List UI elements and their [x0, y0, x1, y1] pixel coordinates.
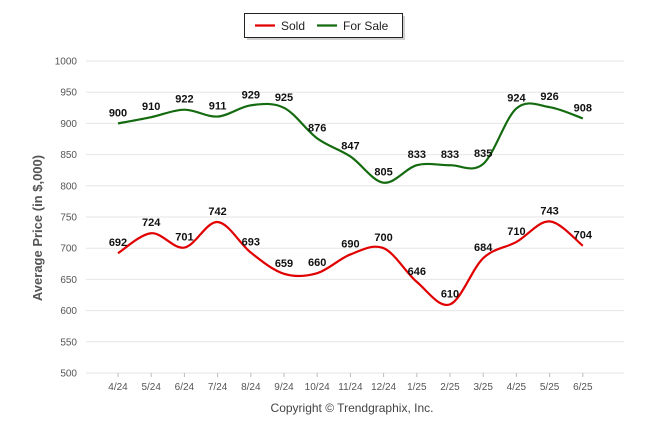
data-label-sold: 690 — [341, 238, 359, 250]
data-label-for-sale: 847 — [341, 140, 359, 152]
x-tick-label: 4/25 — [507, 382, 527, 393]
data-label-for-sale: 805 — [374, 167, 392, 179]
x-tick-label: 10/24 — [305, 382, 330, 393]
x-tick-label: 3/25 — [473, 382, 493, 393]
data-label-sold: 700 — [374, 232, 392, 244]
legend-label-for-sale: For Sale — [343, 19, 389, 33]
data-label-for-sale: 910 — [142, 101, 160, 113]
data-label-sold: 742 — [208, 206, 226, 218]
legend-label-sold: Sold — [281, 19, 305, 33]
data-label-sold: 704 — [574, 230, 593, 242]
copyright-footer: Copyright © Trendgraphix, Inc. — [271, 401, 434, 415]
data-label-for-sale: 833 — [441, 149, 459, 161]
data-label-sold: 693 — [242, 237, 260, 249]
x-tick-label: 9/24 — [274, 382, 294, 393]
series-line-sold — [117, 220, 584, 307]
x-tick-label: 11/24 — [338, 382, 363, 393]
data-label-sold: 724 — [142, 217, 161, 229]
data-label-sold: 660 — [308, 257, 326, 269]
data-label-sold: 610 — [441, 288, 459, 300]
data-label-for-sale: 926 — [540, 91, 558, 103]
data-label-sold: 701 — [175, 232, 193, 244]
data-label-for-sale: 922 — [175, 94, 193, 106]
y-tick-label: 1000 — [55, 57, 78, 68]
legend: Sold For Sale — [244, 13, 405, 40]
data-labels: 692 724 701 742 693 659 660 690 700 646 610 684 710 7… — [109, 89, 593, 300]
x-tick-label: 12/24 — [371, 382, 396, 393]
data-label-for-sale: 924 — [507, 92, 526, 104]
x-tick-label: 5/25 — [540, 382, 560, 393]
data-label-for-sale: 900 — [109, 107, 127, 119]
y-tick-label: 500 — [60, 369, 77, 380]
data-label-for-sale: 833 — [408, 149, 426, 161]
x-tick-label: 1/25 — [407, 382, 427, 393]
y-tick-label: 950 — [60, 88, 77, 99]
x-tick-label: 5/24 — [141, 382, 161, 393]
y-tick-label: 750 — [60, 213, 77, 224]
y-axis-title: Average Price (in $,000) — [30, 155, 45, 301]
data-label-for-sale: 876 — [308, 122, 326, 134]
data-label-sold: 692 — [109, 237, 127, 249]
data-label-for-sale: 835 — [474, 148, 492, 160]
y-tick-label: 800 — [60, 181, 77, 192]
data-label-sold: 646 — [408, 266, 426, 278]
gridlines — [86, 60, 624, 374]
y-tick-label: 650 — [60, 275, 77, 286]
y-tick-label: 900 — [60, 119, 77, 130]
data-label-for-sale: 929 — [242, 89, 260, 101]
x-tick-label: 2/25 — [440, 382, 460, 393]
data-label-for-sale: 925 — [275, 92, 293, 104]
x-axis-ticks: 4/24 5/24 6/24 7/24 8/24 9/24 10/24 11/24 12/24 1… — [108, 373, 593, 393]
x-tick-label: 6/25 — [573, 382, 593, 393]
y-tick-label: 700 — [60, 244, 77, 255]
series-line-for-sale — [117, 102, 584, 184]
x-tick-label: 4/24 — [108, 382, 128, 393]
y-tick-label: 600 — [60, 306, 77, 317]
y-axis-ticks: 500 550 600 650 700 750 800 850 900 950 1000 — [55, 57, 78, 380]
data-label-for-sale: 908 — [574, 102, 592, 114]
y-tick-label: 850 — [60, 150, 77, 161]
data-label-sold: 743 — [540, 205, 558, 217]
series-lines — [117, 102, 584, 307]
data-label-for-sale: 911 — [209, 101, 227, 113]
y-tick-label: 550 — [60, 337, 77, 348]
x-tick-label: 6/24 — [175, 382, 195, 393]
data-label-sold: 659 — [275, 258, 293, 270]
data-label-sold: 684 — [474, 242, 493, 254]
x-tick-label: 8/24 — [241, 382, 261, 393]
x-tick-label: 7/24 — [208, 382, 228, 393]
data-label-sold: 710 — [507, 226, 525, 238]
